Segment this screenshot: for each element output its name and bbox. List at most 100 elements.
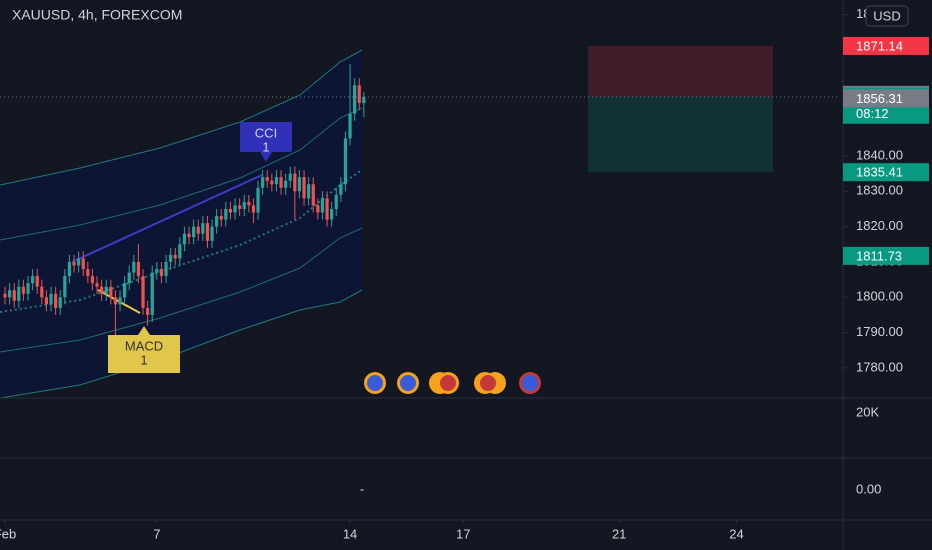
candle-body (150, 272, 154, 315)
y-tick-label: 1790.00 (856, 324, 903, 339)
price-badge-label: 1871.14 (856, 38, 903, 53)
candle-body (334, 194, 338, 209)
candle-body (40, 286, 44, 298)
candle-body (54, 293, 58, 308)
candle-body (86, 269, 90, 277)
candle-body (302, 177, 306, 199)
candle-body (205, 223, 210, 241)
band-upper-inner (0, 107, 363, 241)
candle-body (215, 216, 219, 227)
candle-body (159, 269, 164, 277)
candle-body (155, 269, 159, 273)
position-reward (588, 96, 773, 173)
candle-body (8, 290, 12, 298)
x-tick-label: 14 (343, 526, 357, 541)
countdown-label: 08:12 (856, 106, 889, 121)
candle-body (173, 254, 177, 259)
candle-body (196, 226, 200, 234)
candle-body (44, 297, 49, 305)
candle-body (77, 258, 81, 266)
macd-label-sub: 1 (140, 352, 147, 367)
candle-body (307, 184, 311, 199)
candle-body (187, 233, 191, 238)
candle-body (90, 276, 95, 284)
oscillator-value: - (360, 481, 364, 496)
candle-body (293, 173, 297, 192)
y-tick-label: 1830.00 (856, 183, 903, 198)
macd-label-box (108, 326, 180, 373)
price-badge (843, 163, 929, 182)
cci-label: CCI (255, 125, 277, 140)
candle-body (178, 244, 182, 259)
candle-body (164, 261, 168, 277)
price-badge (843, 246, 929, 265)
candle-body (348, 113, 352, 139)
candle-body (297, 177, 302, 192)
x-tick-label: 21 (612, 526, 626, 541)
candle-body (251, 205, 256, 213)
candle-body (224, 208, 228, 220)
candle-body (31, 276, 35, 284)
candle-body (330, 208, 334, 220)
band-lower-inner (0, 227, 363, 353)
x-tick-label: 17 (456, 526, 470, 541)
price-badge (843, 89, 929, 108)
candle-body (219, 216, 223, 220)
candle-body (12, 290, 16, 301)
candle-body (118, 297, 122, 305)
candle-body (357, 85, 361, 103)
candle-body (81, 258, 85, 270)
price-badge-label: 1811.73 (856, 248, 902, 263)
candle-body (270, 180, 274, 185)
x-tick-label: 24 (729, 526, 743, 541)
candle-body (182, 233, 187, 245)
candle-body (21, 286, 26, 294)
candle-body (362, 96, 366, 103)
volume-tick: 20K (856, 404, 879, 419)
candle-body (49, 293, 53, 305)
candle-body (169, 254, 173, 262)
candle-body (192, 226, 196, 238)
candle-body (201, 223, 205, 234)
candle-body (339, 184, 343, 195)
y-tick-label: 1840.00 (856, 147, 903, 162)
candle-body (265, 177, 269, 181)
candle-body (17, 286, 21, 301)
macd-label: MACD (125, 338, 163, 353)
candle-body (113, 297, 118, 305)
candle-body (247, 201, 251, 206)
candle-body (35, 276, 39, 287)
candle-body (325, 198, 329, 220)
candle-body (274, 177, 279, 185)
candle-body (136, 261, 141, 277)
candle-body (141, 276, 145, 308)
candle-body (256, 187, 260, 213)
y-tick-label: 1780.00 (856, 359, 903, 374)
x-tick-label: 7 (153, 526, 160, 541)
candle-body (320, 198, 325, 213)
y-tick-label: 1820.00 (856, 218, 903, 233)
candle-body (261, 177, 265, 188)
currency-label[interactable]: USD (873, 8, 900, 23)
y-tick-label: 1800.00 (856, 289, 903, 304)
candle-body (63, 276, 67, 298)
candle-body (238, 205, 242, 209)
candle-body (132, 261, 136, 273)
candle-body (67, 261, 72, 277)
event-flags (364, 372, 541, 394)
candle-body (233, 205, 237, 213)
candle-body (3, 293, 7, 298)
candle-body (100, 286, 104, 294)
candle-body (26, 283, 30, 294)
cci-line (71, 174, 263, 263)
band-middle (0, 169, 363, 313)
candle-body (104, 286, 108, 294)
candle-body (353, 85, 357, 114)
candle-body (279, 177, 283, 188)
candle-body (127, 272, 131, 284)
currency-button[interactable] (865, 5, 909, 27)
candle-body (123, 283, 127, 298)
candle-body (146, 307, 150, 315)
candle-body (311, 184, 315, 206)
